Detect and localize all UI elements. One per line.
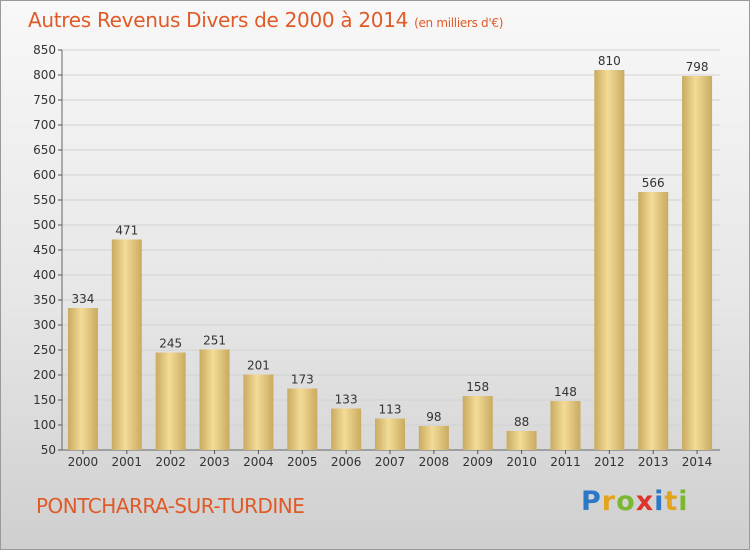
x-tick-label: 2002	[155, 455, 186, 469]
bar-2003	[199, 349, 230, 450]
x-tick-label: 2014	[682, 455, 713, 469]
y-tick-label: 700	[33, 118, 56, 132]
value-label: 566	[642, 176, 665, 190]
logo-letter: i	[678, 486, 689, 517]
y-tick-label: 150	[33, 393, 56, 407]
logo-letter: i	[654, 486, 665, 517]
logo-letter: t	[664, 486, 679, 517]
y-tick-label: 850	[33, 43, 56, 57]
value-label: 98	[426, 410, 441, 424]
bar-2001	[111, 239, 142, 450]
x-tick-label: 2005	[287, 455, 318, 469]
y-tick-label: 350	[33, 293, 56, 307]
y-tick-label: 50	[41, 443, 56, 457]
x-tick-label: 2000	[68, 455, 99, 469]
y-tick-label: 500	[33, 218, 56, 232]
value-label: 133	[335, 393, 358, 407]
x-tick-label: 2006	[331, 455, 362, 469]
value-label: 113	[379, 403, 402, 417]
bar-2000	[67, 308, 98, 450]
city-name: PONTCHARRA-SUR-TURDINE	[36, 494, 305, 518]
bar-2005	[287, 388, 318, 450]
logo-letter: o	[616, 486, 636, 517]
proxiti-logo[interactable]: Proxiti	[581, 486, 689, 517]
y-tick-label: 600	[33, 168, 56, 182]
value-label: 88	[514, 415, 529, 429]
bar-2004	[243, 374, 274, 450]
value-label: 158	[466, 380, 489, 394]
value-label: 471	[115, 224, 138, 238]
bar-2010	[506, 431, 537, 450]
value-label: 245	[159, 337, 182, 351]
logo-letter: x	[635, 486, 655, 517]
bar-2008	[418, 426, 449, 450]
x-tick-label: 2008	[419, 455, 450, 469]
value-label: 173	[291, 373, 314, 387]
x-tick-label: 2011	[550, 455, 581, 469]
x-tick-labels: 2000 2001 2002 2003 2004 2005 2006 2007 2008 2009…	[68, 455, 713, 469]
x-tick-label: 2013	[638, 455, 669, 469]
y-tick-labels: 50 100 150 200 250 300 350 400 450 500 550 600 650 70…	[33, 43, 56, 457]
value-labels: 334 471 245 251 201 173 133 113 98 158 88 148 810 566…	[71, 54, 708, 429]
bars	[67, 70, 713, 450]
value-label: 334	[71, 292, 94, 306]
logo-letter: r	[601, 486, 617, 517]
y-tick-label: 200	[33, 368, 56, 382]
y-tick-label: 450	[33, 243, 56, 257]
bar-2007	[375, 418, 405, 450]
y-tick-label: 300	[33, 318, 56, 332]
value-label: 201	[247, 359, 270, 373]
value-label: 251	[203, 334, 226, 348]
y-tick-label: 100	[33, 418, 56, 432]
x-tick-label: 2001	[112, 455, 143, 469]
value-label: 798	[686, 60, 709, 74]
y-tick-label: 800	[33, 68, 56, 82]
y-tick-label: 750	[33, 93, 56, 107]
bar-2002	[155, 352, 186, 450]
y-tick-label: 400	[33, 268, 56, 282]
x-tick-label: 2010	[506, 455, 537, 469]
bar-2009	[462, 396, 493, 450]
x-tick-label: 2009	[462, 455, 493, 469]
x-tick-label: 2003	[199, 455, 230, 469]
chart-title-text: Autres Revenus Divers de 2000 à 2014	[28, 8, 409, 32]
x-tick-label: 2012	[594, 455, 625, 469]
chart-title: Autres Revenus Divers de 2000 à 2014 (en …	[28, 8, 503, 32]
value-label: 810	[598, 54, 621, 68]
bar-2006	[331, 408, 362, 450]
y-tick-label: 550	[33, 193, 56, 207]
value-label: 148	[554, 385, 577, 399]
chart-unit: (en milliers d'€)	[414, 16, 504, 30]
bar-2011	[550, 401, 581, 450]
x-tick-label: 2004	[243, 455, 274, 469]
bar-2014	[682, 76, 713, 450]
y-tick-label: 250	[33, 343, 56, 357]
bar-2012	[594, 70, 625, 450]
y-tick-label: 650	[33, 143, 56, 157]
bar-2013	[638, 192, 669, 450]
x-tick-label: 2007	[375, 455, 406, 469]
logo-letter: P	[581, 486, 602, 517]
